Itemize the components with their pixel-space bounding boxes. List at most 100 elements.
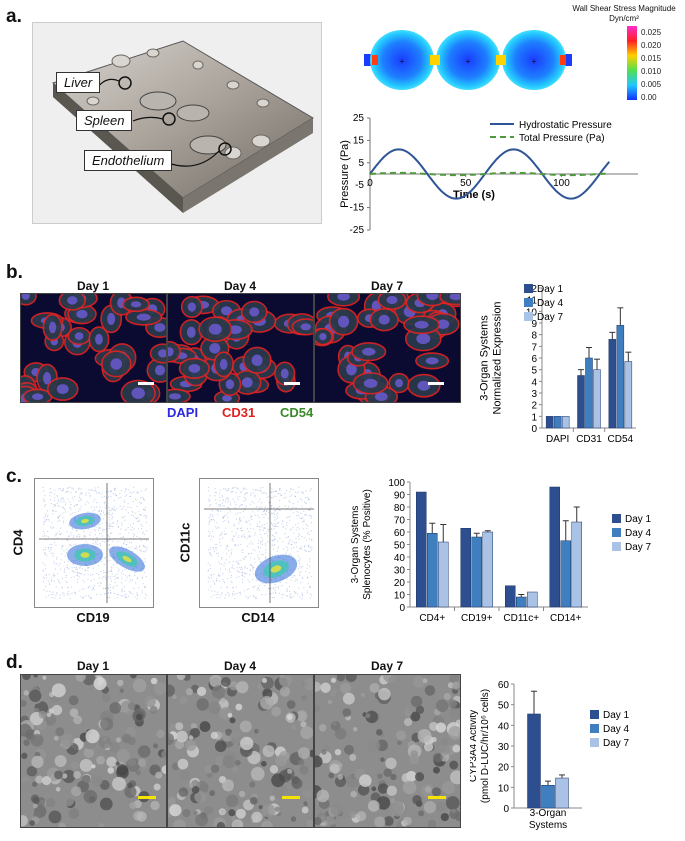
- scale-bar: [138, 382, 154, 385]
- event-dot: [97, 573, 100, 576]
- event-dot: [101, 523, 103, 525]
- cell-texture: [410, 695, 423, 708]
- event-dot: [46, 590, 48, 592]
- event-dot: [231, 566, 233, 569]
- event-dot: [253, 567, 255, 569]
- event-dot: [209, 552, 211, 554]
- event-dot: [103, 564, 105, 566]
- event-dot: [264, 523, 266, 526]
- cell-texture: [431, 787, 441, 797]
- event-dot: [224, 533, 226, 536]
- event-dot: [252, 573, 254, 575]
- cell-texture: [423, 800, 437, 814]
- event-dot: [219, 535, 221, 537]
- cell-texture: [28, 689, 42, 702]
- event-dot: [88, 567, 90, 569]
- expression-bar-chart: 01234567891011123-Organ SystemsNormalize…: [478, 284, 636, 445]
- cell-texture: [214, 755, 225, 766]
- event-dot: [44, 519, 46, 521]
- event-dot: [268, 587, 270, 589]
- panel-d-label: d.: [6, 652, 23, 673]
- bar-day-1: [545, 416, 554, 429]
- event-dot: [145, 530, 148, 532]
- event-dot: [104, 507, 106, 509]
- event-dot: [49, 491, 51, 494]
- event-dot: [43, 523, 45, 525]
- event-dot: [252, 511, 254, 513]
- cell-texture: [279, 673, 284, 679]
- event-dot: [217, 510, 220, 512]
- cell-texture: [176, 730, 188, 743]
- event-dot: [59, 562, 61, 564]
- event-dot: [212, 514, 214, 516]
- event-dot: [273, 522, 275, 525]
- event-dot: [272, 496, 275, 498]
- event-dot: [145, 515, 148, 517]
- cell-texture: [30, 733, 44, 747]
- cell-texture: [269, 765, 279, 774]
- cell-texture: [208, 701, 222, 715]
- bar-day-4: [616, 325, 625, 429]
- event-dot: [215, 499, 217, 501]
- event-dot: [241, 530, 243, 532]
- event-dot: [42, 530, 45, 532]
- nucleus: [208, 323, 222, 335]
- event-dot: [42, 535, 44, 537]
- bar-day-4: [585, 357, 593, 429]
- cell-texture: [69, 708, 79, 718]
- cell-texture: [23, 690, 29, 696]
- cell-texture: [376, 796, 391, 810]
- event-dot: [134, 517, 136, 519]
- event-dot: [308, 538, 311, 540]
- event-dot: [123, 590, 126, 592]
- event-dot: [85, 541, 87, 543]
- event-dot: [265, 556, 267, 558]
- cell-texture: [32, 797, 40, 805]
- cell-texture: [135, 770, 141, 776]
- cell-texture: [218, 808, 226, 816]
- event-dot: [228, 550, 230, 552]
- event-dot: [112, 540, 114, 542]
- scale-bar: [138, 796, 156, 799]
- event-dot: [230, 574, 232, 577]
- event-dot: [306, 496, 308, 498]
- event-dot: [250, 516, 252, 519]
- y-tick-label: 20: [394, 578, 406, 589]
- event-dot: [299, 572, 301, 574]
- shear-map-title: Wall Shear Stress Magnitude: [572, 4, 676, 13]
- y-tick-label: 0: [503, 804, 509, 815]
- event-dot: [250, 541, 252, 543]
- cell-texture: [369, 682, 380, 693]
- event-dot: [117, 541, 119, 543]
- event-dot: [102, 528, 104, 530]
- event-dot: [309, 547, 312, 549]
- event-dot: [298, 560, 300, 562]
- cell-texture: [254, 728, 259, 734]
- event-dot: [295, 579, 297, 581]
- cell-texture: [132, 678, 147, 693]
- event-dot: [95, 541, 97, 543]
- event-dot: [276, 516, 279, 518]
- event-dot: [58, 505, 60, 507]
- event-dot: [225, 527, 227, 529]
- cell-texture: [107, 767, 115, 774]
- event-dot: [288, 590, 291, 592]
- event-dot: [262, 486, 264, 488]
- event-dot: [231, 531, 233, 533]
- event-dot: [80, 596, 82, 598]
- event-dot: [278, 592, 281, 595]
- event-dot: [301, 536, 303, 538]
- event-dot: [58, 488, 60, 490]
- event-dot: [212, 594, 215, 597]
- event-dot: [69, 593, 71, 595]
- event-dot: [138, 501, 141, 503]
- cell-texture: [104, 749, 112, 756]
- event-dot: [83, 535, 86, 537]
- cell-texture: [235, 703, 243, 711]
- event-dot: [94, 526, 96, 528]
- nucleus: [338, 315, 350, 328]
- event-dot: [143, 545, 145, 547]
- event-dot: [252, 586, 254, 588]
- event-dot: [113, 508, 116, 511]
